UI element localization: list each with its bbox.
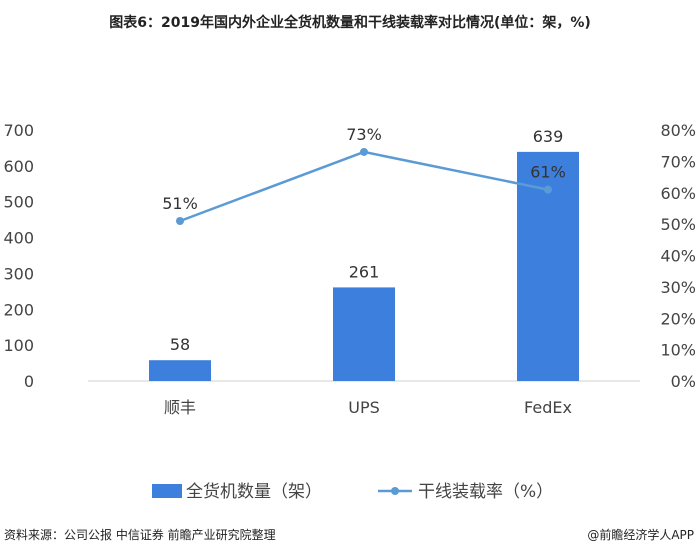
chart-title: 图表6：2019年国内外企业全货机数量和干线装载率对比情况(单位：架，%) [109, 15, 591, 31]
x-tick-label: 顺丰 [164, 398, 196, 417]
right-tick-label: 60% [660, 184, 696, 203]
legend-line-marker [391, 487, 399, 495]
line-series: 51% 73% 61% [162, 125, 566, 225]
line-path [179, 150, 549, 223]
x-tick-label: UPS [348, 398, 380, 417]
line-value-label: 61% [530, 163, 566, 182]
x-axis-labels: 顺丰 UPS FedEx [164, 398, 572, 417]
left-tick-label: 0 [24, 372, 34, 391]
right-tick-label: 20% [660, 309, 696, 328]
bar-series: 58 261 639 [149, 127, 579, 381]
line-point [544, 185, 552, 194]
legend-line-label: 干线装载率（%） [418, 482, 553, 502]
left-tick-label: 500 [3, 193, 34, 212]
right-axis: 0% 10% 20% 30% 40% 50% 60% 70% 80% [660, 121, 696, 391]
right-tick-label: 80% [660, 121, 696, 140]
line-point [176, 216, 184, 225]
left-tick-label: 300 [3, 264, 34, 283]
right-tick-label: 0% [671, 372, 696, 391]
bar [149, 360, 211, 381]
right-tick-label: 30% [660, 278, 696, 297]
line-point [360, 147, 368, 156]
chart: 0 100 200 300 400 500 600 700 0% 10% 20% 30% 40% 50%… [3, 121, 696, 502]
source-note: 资料来源：公司公报 中信证券 前瞻产业研究院整理 [4, 528, 276, 542]
bar-value-label: 261 [349, 262, 380, 281]
x-tick-label: FedEx [524, 398, 572, 417]
brand-credit: @前瞻经济学人APP [587, 528, 694, 542]
left-tick-label: 700 [3, 121, 34, 140]
bar [333, 287, 395, 381]
left-tick-label: 100 [3, 336, 34, 355]
legend-bar-swatch [152, 484, 182, 498]
bar-value-label: 58 [170, 335, 190, 354]
line-value-label: 51% [162, 194, 198, 213]
line-value-label: 73% [346, 125, 382, 144]
left-tick-label: 400 [3, 229, 34, 248]
legend: 全货机数量（架） 干线装载率（%） [152, 482, 553, 502]
right-tick-label: 40% [660, 247, 696, 266]
right-tick-label: 70% [660, 152, 696, 171]
left-tick-label: 600 [3, 157, 34, 176]
footer: 资料来源：公司公报 中信证券 前瞻产业研究院整理 @前瞻经济学人APP [0, 522, 700, 554]
left-axis: 0 100 200 300 400 500 600 700 [3, 121, 34, 391]
bar-value-label: 639 [533, 127, 564, 146]
left-tick-label: 200 [3, 300, 34, 319]
right-tick-label: 50% [660, 215, 696, 234]
right-tick-label: 10% [660, 341, 696, 360]
legend-bar-label: 全货机数量（架） [186, 482, 322, 502]
